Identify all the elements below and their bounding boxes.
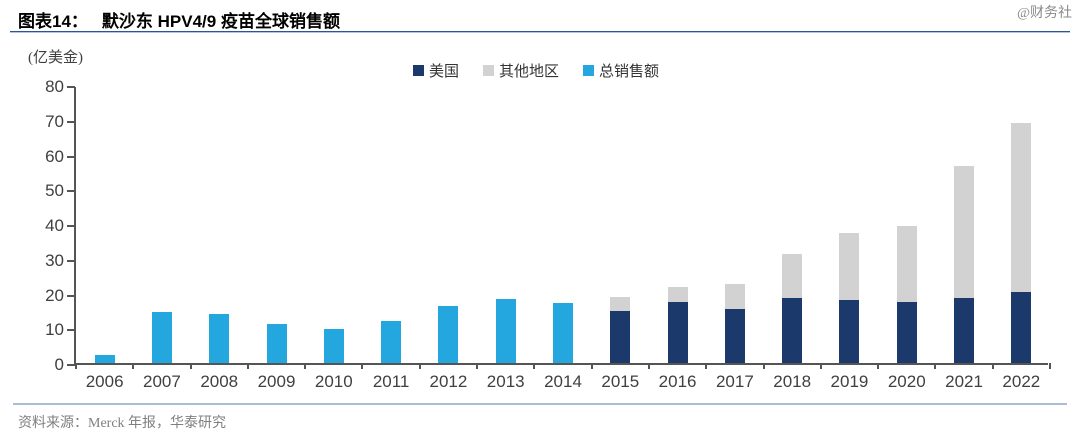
chart-legend: 美国 其他地区 总销售额	[413, 60, 659, 81]
bar-其他地区-2022	[1011, 123, 1032, 293]
y-axis-tick	[67, 225, 75, 227]
bar-其他地区-2015	[610, 296, 631, 311]
bar-其他地区-2019	[839, 232, 860, 301]
legend-label: 总销售额	[599, 64, 660, 80]
bar-其他地区-2018	[782, 253, 803, 299]
title-divider	[10, 31, 1070, 33]
bar-总销售额-2011	[381, 320, 402, 363]
x-axis-tick	[361, 363, 364, 369]
x-axis-category-label: 2008	[200, 372, 239, 391]
y-axis-tick-label: 40	[45, 216, 64, 235]
bar-总销售额-2006	[94, 354, 115, 363]
x-axis-tick	[762, 363, 765, 369]
bar-美国-2015	[610, 310, 631, 363]
bar-美国-2019	[839, 300, 860, 363]
plot-area: 0 10 20 30 40 50 60 70 80 2006 2007 2008 2009 2010 201…	[45, 78, 1051, 391]
x-axis-category-label: 2007	[143, 372, 181, 391]
legend-swatch-icon	[413, 65, 424, 76]
y-axis-tick	[67, 259, 75, 262]
bar-总销售额-2008	[209, 314, 230, 363]
x-axis-category-label: 2020	[887, 372, 926, 391]
bar-美国-2016	[667, 301, 688, 363]
x-axis-tick	[991, 363, 994, 369]
bar-总销售额-2009	[266, 324, 287, 363]
y-axis-tick-label: 50	[45, 181, 64, 201]
x-axis-category-label: 2011	[372, 372, 410, 391]
y-axis-tick	[67, 190, 75, 193]
x-axis-category-label: 2016	[658, 372, 697, 391]
x-axis-category-label: 2013	[486, 372, 525, 391]
bar-总销售额-2010	[323, 328, 344, 363]
y-axis-unit-label: (亿美金)	[28, 50, 83, 66]
figure-title: 默沙东 HPV4/9 疫苗全球销售额	[101, 12, 340, 31]
y-axis-tick-label: 20	[45, 285, 64, 305]
bar-其他地区-2020	[896, 225, 917, 303]
legend-item-总销售额: 总销售额	[583, 60, 659, 81]
x-axis-category-label: 2021	[945, 372, 983, 391]
x-axis-tick	[705, 363, 708, 369]
x-axis-category-label: 2010	[314, 372, 353, 391]
y-axis-tick	[67, 294, 75, 297]
figure-number-label: 图表14：	[18, 12, 88, 31]
x-axis-tick	[418, 363, 421, 369]
bar-总销售额-2012	[438, 306, 459, 363]
bar-美国-2022	[1011, 292, 1032, 363]
x-axis-tick	[1049, 363, 1051, 369]
x-axis-tick	[877, 363, 880, 369]
watermark-text: @财务社	[1017, 6, 1072, 21]
footer-divider	[13, 403, 1067, 405]
legend-label: 其他地区	[499, 64, 560, 80]
x-axis-category-label: 2017	[715, 372, 754, 391]
legend-item-美国: 美国	[413, 60, 459, 81]
x-axis-category-label: 2012	[429, 372, 468, 391]
x-axis-tick	[647, 363, 650, 369]
x-axis-category-label: 2022	[1002, 372, 1041, 391]
bar-美国-2020	[896, 302, 917, 363]
x-axis-category-label: 2015	[601, 372, 640, 391]
y-axis-tick	[67, 329, 75, 332]
y-axis-tick	[67, 364, 75, 366]
x-axis-category-label: 2014	[544, 372, 582, 391]
y-axis-tick-label: 70	[45, 111, 64, 131]
y-axis-tick-label: 30	[45, 250, 64, 270]
x-axis-tick	[533, 363, 536, 369]
bar-总销售额-2007	[151, 311, 172, 363]
x-axis-category-label: 2019	[830, 372, 869, 391]
x-axis-category-label: 2006	[85, 372, 124, 391]
figure-header: 图表14： 默沙东 HPV4/9 疫苗全球销售额	[18, 7, 1062, 32]
x-axis-tick	[476, 363, 479, 369]
y-axis-tick	[67, 86, 75, 88]
bar-其他地区-2017	[724, 284, 745, 309]
x-axis-tick	[304, 363, 307, 369]
legend-swatch-icon	[483, 65, 495, 76]
bar-总销售额-2014	[553, 302, 573, 363]
legend-item-其他地区: 其他地区	[483, 60, 559, 81]
bar-美国-2021	[954, 297, 975, 363]
x-axis-tick	[189, 363, 192, 369]
y-axis-tick-label: 60	[45, 146, 64, 166]
x-axis-tick	[819, 363, 822, 369]
y-axis-tick-label: 10	[45, 320, 64, 340]
bar-其他地区-2016	[667, 286, 688, 302]
source-note: 资料来源：Merck 年报，华泰研究	[18, 416, 227, 431]
bar-美国-2017	[724, 308, 745, 363]
y-axis-tick-label: 80	[45, 77, 64, 96]
y-axis-tick	[67, 120, 75, 123]
bar-总销售额-2013	[495, 299, 516, 363]
bar-其他地区-2021	[954, 165, 975, 298]
x-axis-tick	[934, 363, 937, 369]
bar-美国-2018	[782, 298, 803, 363]
x-axis-tick	[75, 363, 77, 369]
legend-label: 美国	[429, 64, 460, 80]
y-axis-tick	[67, 155, 75, 158]
x-axis-tick	[590, 363, 593, 369]
x-axis-category-label: 2018	[773, 372, 812, 391]
y-axis-tick-label: 0	[54, 355, 64, 374]
x-axis-tick	[246, 363, 249, 369]
x-axis-category-label: 2009	[257, 372, 296, 391]
x-axis-tick	[132, 363, 135, 369]
legend-swatch-icon	[583, 65, 595, 76]
